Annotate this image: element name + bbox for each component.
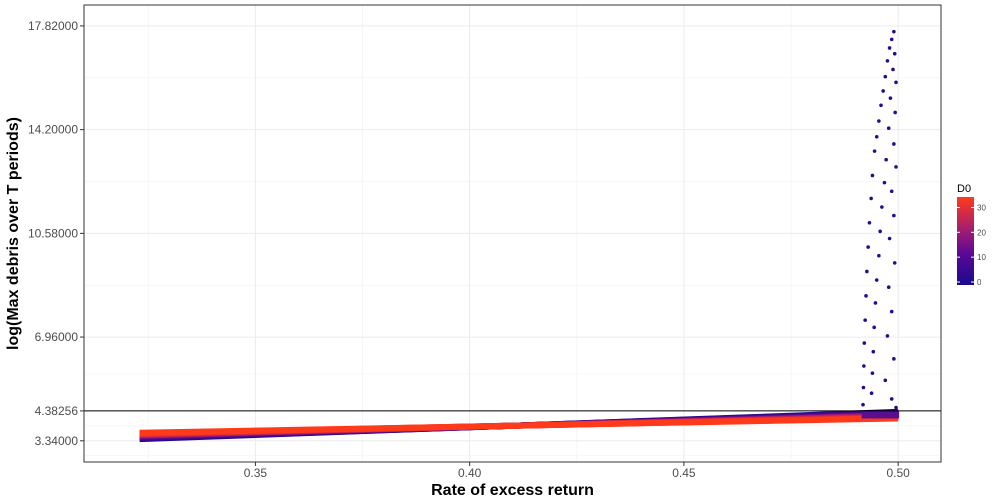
legend-tick-label: 0 (977, 278, 982, 287)
data-point (877, 254, 881, 258)
data-point (890, 38, 894, 42)
data-point (883, 75, 887, 79)
data-point (871, 371, 875, 375)
data-point (894, 81, 898, 85)
data-point (894, 165, 898, 169)
data-point (892, 142, 896, 146)
data-point (862, 386, 866, 390)
data-point (865, 270, 869, 274)
y-tick-label: 4.38256 (35, 404, 79, 418)
y-tick-label: 14.20000 (28, 123, 78, 137)
y-tick-label: 3.34000 (35, 434, 79, 448)
legend-tick-label: 30 (977, 203, 986, 212)
data-point (863, 318, 867, 322)
y-tick-label: 10.58000 (28, 226, 78, 240)
data-point (869, 197, 873, 201)
data-point (893, 111, 897, 115)
color-legend: D0 0 10 20 30 (957, 183, 986, 287)
data-point (875, 278, 879, 282)
data-point (893, 52, 897, 56)
data-point (879, 103, 883, 107)
data-point (891, 68, 895, 72)
data-point (883, 181, 887, 185)
spike-points (861, 30, 898, 410)
data-point (872, 326, 876, 330)
legend-title: D0 (957, 183, 971, 195)
data-point (890, 189, 894, 193)
data-point (893, 261, 897, 265)
data-point (875, 135, 879, 139)
data-point (880, 205, 884, 209)
data-point (866, 245, 870, 249)
data-point (888, 237, 892, 241)
data-point (877, 119, 881, 123)
data-point (887, 285, 891, 289)
data-point (862, 341, 866, 345)
data-point (894, 406, 898, 410)
y-tick-label: 17.82000 (28, 19, 78, 33)
data-point (864, 294, 868, 298)
data-point (861, 403, 865, 407)
x-tick-label: 0.35 (244, 466, 268, 480)
x-tick-label: 0.50 (886, 466, 910, 480)
data-point (862, 364, 866, 368)
data-point (887, 126, 891, 130)
grid-lines (84, 5, 941, 462)
data-point (892, 214, 896, 218)
y-axis-title: log(Max debris over T periods) (5, 117, 22, 350)
data-point (892, 30, 896, 34)
y-tick-label: 6.96000 (35, 330, 79, 344)
data-point (873, 149, 877, 153)
data-point (890, 397, 894, 401)
data-point (886, 59, 890, 63)
data-point (889, 96, 893, 100)
data-point (868, 221, 872, 225)
y-axis: 3.34000 4.38256 6.96000 10.58000 14.20000 17.… (28, 19, 84, 448)
x-axis: 0.35 0.40 0.45 0.50 (244, 462, 910, 480)
legend-tick-label: 10 (977, 253, 986, 262)
legend-color-bar (957, 197, 974, 285)
x-tick-label: 0.40 (458, 466, 482, 480)
data-point (871, 174, 875, 178)
data-point (871, 350, 875, 354)
data-point (878, 230, 882, 234)
data-point (870, 391, 874, 395)
data-point (888, 46, 892, 50)
data-point (883, 379, 887, 383)
x-tick-label: 0.45 (672, 466, 696, 480)
data-point (886, 334, 890, 338)
data-point (874, 301, 878, 305)
data-point (884, 158, 888, 162)
data-point (881, 89, 885, 93)
band-end-cap (862, 411, 899, 418)
legend-tick-label: 20 (977, 228, 986, 237)
x-axis-title: Rate of excess return (431, 482, 594, 499)
data-point (890, 310, 894, 314)
data-band (140, 411, 899, 439)
data-point (892, 357, 896, 361)
